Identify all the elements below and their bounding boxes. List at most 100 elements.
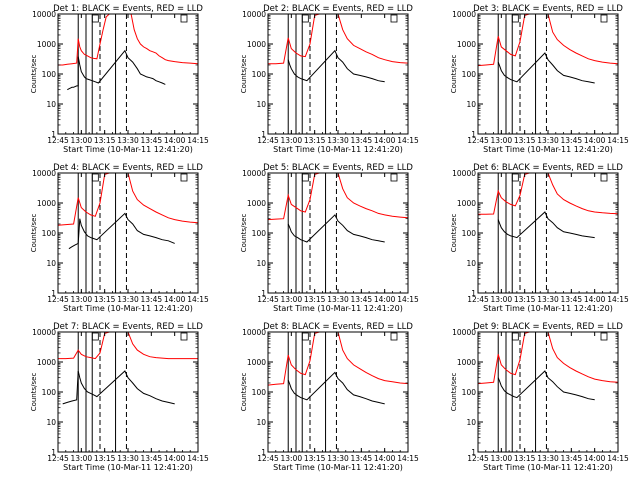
y-tick-label: 10000 (452, 10, 476, 19)
plot-area (478, 173, 618, 293)
events-series-line (287, 214, 385, 243)
marker-box (180, 173, 188, 182)
x-tick-label: 12:45 (257, 295, 279, 304)
x-tick-label: 13:30 (537, 136, 559, 145)
y-tick-label: 1000 (37, 358, 56, 367)
x-tick-label: 14:15 (187, 295, 209, 304)
x-tick-label: 14:15 (397, 295, 419, 304)
y-tick-label: 100 (252, 388, 267, 397)
y-tick-label: 10 (256, 418, 266, 427)
y-tick-label: 1000 (457, 199, 476, 208)
x-tick-label: 13:00 (491, 454, 513, 463)
lld-series-line (478, 14, 618, 67)
x-axis-label: Start Time (10-Mar-11 12:41:20) (483, 145, 613, 154)
y-tick-label: 1 (471, 130, 476, 139)
plot-frame (477, 172, 619, 294)
plot-area (58, 14, 198, 134)
x-tick-label: 14:00 (164, 454, 186, 463)
x-axis-label: Start Time (10-Mar-11 12:41:20) (483, 304, 613, 313)
x-tick-label: 13:00 (281, 295, 303, 304)
x-tick-label: 14:00 (584, 295, 606, 304)
x-tick-label: 13:30 (327, 136, 349, 145)
x-tick-label: 14:00 (164, 136, 186, 145)
x-tick-label: 12:45 (467, 136, 489, 145)
marker-box (511, 14, 519, 23)
y-axis-label: Counts/sec (30, 373, 38, 412)
y-tick-label: 10000 (452, 169, 476, 178)
lld-series-line (58, 332, 198, 360)
y-tick-label: 10000 (32, 169, 56, 178)
x-tick-label: 13:45 (561, 454, 583, 463)
y-tick-label: 1 (471, 448, 476, 457)
marker-box (301, 332, 309, 341)
x-tick-label: 13:45 (561, 136, 583, 145)
x-tick-label: 13:15 (304, 295, 326, 304)
x-tick-label: 13:15 (94, 454, 116, 463)
y-tick-label: 1 (261, 289, 266, 298)
x-tick-label: 14:00 (374, 295, 396, 304)
x-tick-label: 13:00 (491, 136, 513, 145)
y-tick-label: 1 (261, 448, 266, 457)
chart-title: Det 5: BLACK = Events, RED = LLD (263, 163, 413, 173)
x-axis-label: Start Time (10-Mar-11 12:41:20) (273, 304, 403, 313)
x-tick-label: 13:30 (117, 295, 139, 304)
x-tick-label: 13:30 (117, 136, 139, 145)
chart-title: Det 7: BLACK = Events, RED = LLD (53, 322, 203, 332)
plot-frame (477, 13, 619, 135)
y-tick-label: 1 (51, 130, 56, 139)
y-tick-label: 1000 (247, 199, 266, 208)
plot-area (268, 332, 408, 452)
marker-box (600, 332, 608, 341)
x-tick-label: 13:45 (141, 454, 163, 463)
x-tick-label: 12:45 (467, 295, 489, 304)
plot-area (478, 14, 618, 134)
x-tick-label: 13:30 (327, 454, 349, 463)
marker-box (180, 14, 188, 23)
marker-box (301, 14, 309, 23)
x-tick-label: 13:00 (71, 295, 93, 304)
x-tick-label: 12:45 (257, 136, 279, 145)
y-axis-label: Counts/sec (450, 214, 458, 253)
x-tick-label: 13:30 (117, 454, 139, 463)
y-tick-label: 10000 (32, 10, 56, 19)
x-tick-label: 13:00 (491, 295, 513, 304)
plot-area (478, 332, 618, 452)
x-tick-label: 12:45 (47, 136, 69, 145)
events-series-line (497, 52, 595, 84)
events-series-line (287, 49, 385, 83)
marker-box (390, 14, 398, 23)
plot-area (58, 332, 198, 452)
x-tick-label: 14:15 (187, 454, 209, 463)
y-axis-label: Counts/sec (30, 55, 38, 94)
y-tick-label: 100 (252, 229, 267, 238)
y-tick-label: 100 (462, 388, 477, 397)
plot-frame (57, 331, 199, 453)
marker-box (600, 14, 608, 23)
lld-series-line (268, 173, 408, 221)
y-tick-label: 10 (256, 259, 266, 268)
y-axis-label: Counts/sec (240, 55, 248, 94)
y-tick-label: 100 (42, 70, 57, 79)
y-axis-label: Counts/sec (240, 373, 248, 412)
y-tick-label: 100 (462, 229, 477, 238)
y-axis-label: Counts/sec (450, 55, 458, 94)
marker-box (511, 332, 519, 341)
x-tick-label: 14:15 (607, 454, 629, 463)
events-series-line (497, 370, 595, 401)
x-axis-label: Start Time (10-Mar-11 12:41:20) (273, 463, 403, 472)
x-tick-label: 13:30 (537, 454, 559, 463)
plot-frame (477, 331, 619, 453)
marker-box (180, 332, 188, 341)
y-tick-label: 1000 (247, 40, 266, 49)
x-tick-label: 13:30 (327, 295, 349, 304)
x-tick-label: 13:45 (351, 136, 373, 145)
chart-title: Det 2: BLACK = Events, RED = LLD (263, 4, 413, 14)
y-tick-label: 10 (466, 100, 476, 109)
y-axis-label: Counts/sec (240, 214, 248, 253)
x-tick-label: 13:15 (304, 454, 326, 463)
